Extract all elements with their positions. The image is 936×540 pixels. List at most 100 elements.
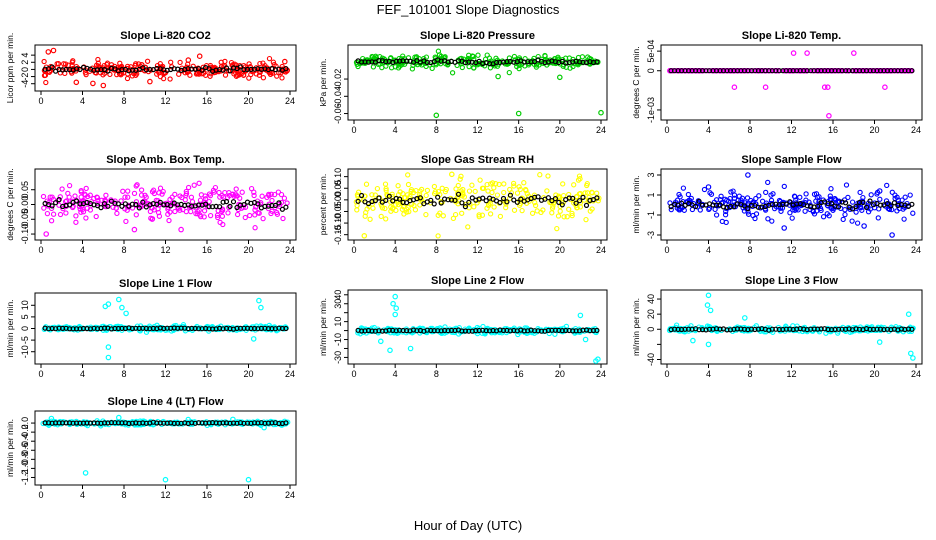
data-point <box>207 212 214 219</box>
outlier-point <box>185 57 192 63</box>
point-group <box>353 171 602 239</box>
y-tick-label: -0.8 <box>20 452 30 468</box>
data-point <box>367 216 373 222</box>
data-point <box>41 205 47 211</box>
data-point <box>409 66 416 72</box>
data-point <box>514 190 521 196</box>
data-point <box>248 71 254 78</box>
reference-point <box>787 199 793 205</box>
data-point <box>883 198 890 204</box>
data-point <box>814 208 820 214</box>
outlier-point <box>876 188 883 194</box>
point-group <box>666 292 916 361</box>
x-tick-label: 24 <box>911 245 921 255</box>
outlier-point <box>162 476 169 483</box>
outlier-point <box>593 358 599 364</box>
reference-point <box>867 198 873 204</box>
reference-point <box>500 195 507 202</box>
data-point <box>229 191 236 198</box>
data-point <box>564 214 570 220</box>
data-point <box>48 205 55 212</box>
panel-9: Slope Line 3 Flow 0 4 8 12 16 20 24 -40 0 20 40 ml/m… <box>631 275 923 379</box>
reference-point <box>849 206 856 212</box>
data-point <box>845 194 851 201</box>
data-point <box>166 217 172 224</box>
y-axis-label: Licor ppm per min. <box>5 33 15 103</box>
reference-point <box>241 202 247 208</box>
outlier-point <box>804 50 810 56</box>
data-point <box>362 213 368 219</box>
outlier-point <box>582 336 589 343</box>
data-point <box>736 193 742 199</box>
data-point <box>587 208 593 214</box>
reference-point <box>888 203 894 209</box>
data-point <box>707 190 713 196</box>
reference-point <box>497 199 503 206</box>
panel-10: Slope Line 4 (LT) Flow 0 4 8 12 16 20 24 -1.2-1.… <box>5 396 297 500</box>
reference-point <box>223 65 230 71</box>
reference-point <box>576 198 583 204</box>
reference-point <box>234 204 240 211</box>
reference-point <box>101 201 108 207</box>
data-point <box>584 181 590 187</box>
outlier-point <box>556 74 563 81</box>
x-tick-label: 8 <box>121 369 126 379</box>
data-point <box>177 59 183 66</box>
data-point <box>452 211 459 218</box>
data-point <box>442 188 449 195</box>
data-point <box>233 186 239 192</box>
reference-point <box>359 192 365 199</box>
data-point <box>431 183 438 190</box>
data-point <box>753 195 759 202</box>
data-point <box>209 65 215 71</box>
y-tick-label: 0.00 <box>333 191 343 209</box>
data-point <box>222 72 229 78</box>
data-point <box>247 64 253 70</box>
data-point <box>596 195 602 201</box>
data-point <box>859 207 865 213</box>
data-point <box>471 65 477 71</box>
data-point <box>491 204 497 210</box>
data-point <box>160 75 167 82</box>
data-point <box>712 206 718 213</box>
data-point <box>159 191 165 197</box>
x-tick-label: 24 <box>911 369 921 379</box>
outlier-point <box>577 312 584 319</box>
reference-point <box>678 200 685 206</box>
data-point <box>284 200 290 206</box>
data-point <box>87 207 94 213</box>
data-point <box>234 211 241 218</box>
data-point <box>217 219 223 226</box>
data-point <box>395 201 402 208</box>
data-point <box>802 68 809 74</box>
data-point <box>458 173 464 179</box>
data-point <box>759 198 766 204</box>
data-point <box>797 194 803 200</box>
data-point <box>176 71 182 77</box>
data-point <box>884 182 890 189</box>
data-point <box>440 213 446 219</box>
data-point <box>188 194 195 200</box>
data-point <box>680 185 687 191</box>
data-point <box>488 181 494 187</box>
panel-7: Slope Line 1 Flow 0 4 8 12 16 20 24 -10-5 0 5 10 ml/… <box>5 278 297 379</box>
outlier-point <box>48 415 55 422</box>
reference-point <box>476 58 482 64</box>
data-point <box>104 60 111 66</box>
reference-point <box>525 59 531 65</box>
data-point <box>576 173 583 179</box>
data-point <box>196 180 202 186</box>
data-point <box>763 189 769 196</box>
data-point <box>265 205 272 212</box>
reference-point <box>556 199 562 205</box>
data-point <box>239 70 245 77</box>
data-point <box>169 194 175 200</box>
data-point <box>50 211 57 217</box>
data-point <box>185 184 192 191</box>
reference-point <box>731 204 737 210</box>
outlier-point <box>598 109 604 116</box>
data-point <box>560 192 567 199</box>
data-point <box>889 189 895 195</box>
data-point <box>532 202 539 209</box>
